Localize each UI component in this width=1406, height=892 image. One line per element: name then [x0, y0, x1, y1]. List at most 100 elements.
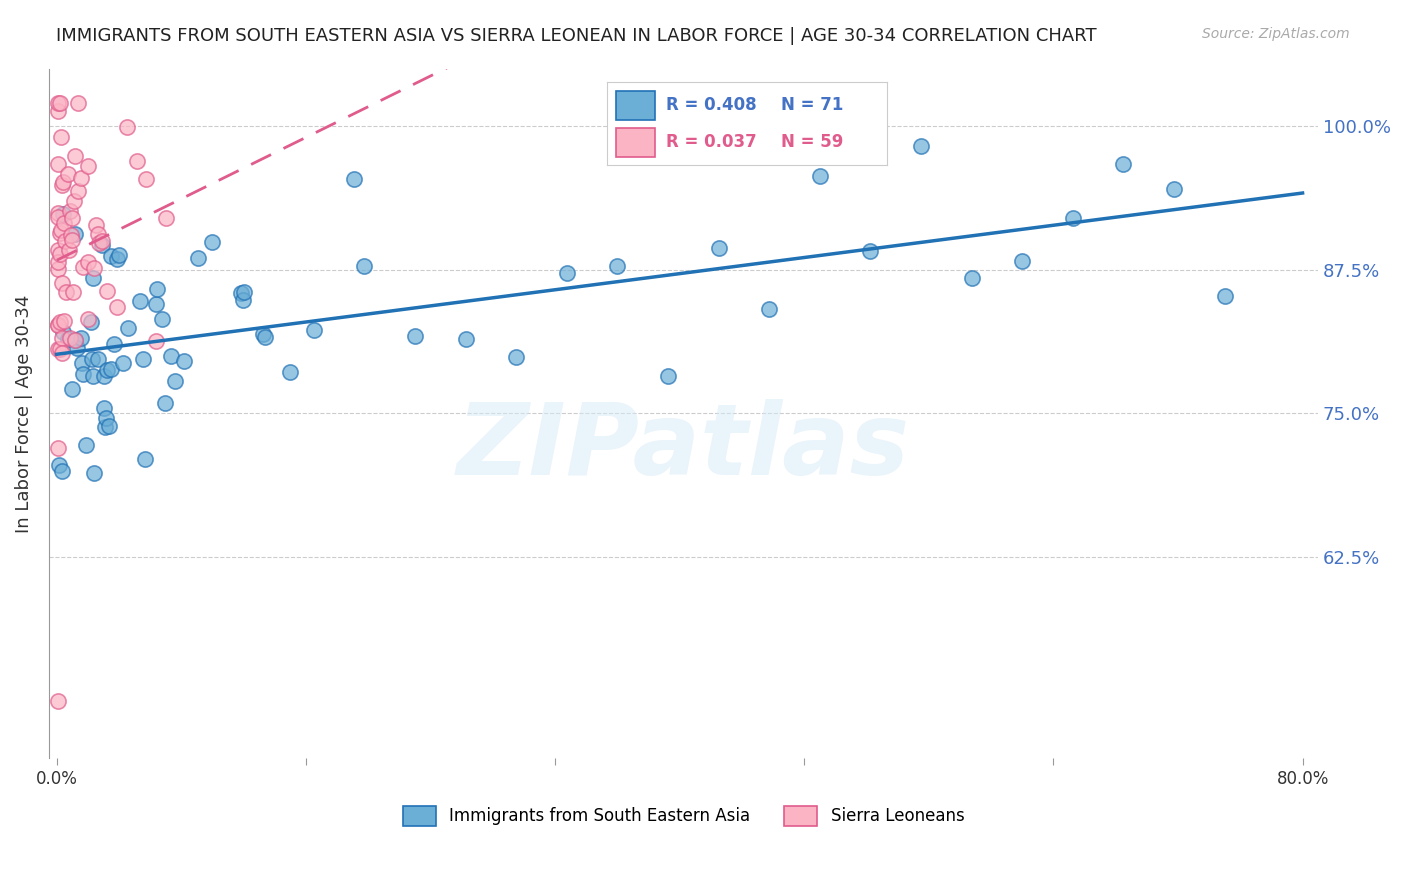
Sierra Leoneans: [60, 211, 83, 226]
Immigrants from South Eastern Asia: [232, 293, 254, 308]
Immigrants from South Eastern Asia: [163, 374, 186, 388]
Sierra Leoneans: [53, 234, 76, 248]
Sierra Leoneans: [77, 255, 100, 269]
Sierra Leoneans: [51, 178, 73, 192]
Immigrants from South Eastern Asia: [353, 259, 375, 273]
Immigrants from South Eastern Asia: [93, 420, 115, 434]
Immigrants from South Eastern Asia: [201, 235, 224, 249]
Sierra Leoneans: [59, 228, 82, 243]
Sierra Leoneans: [58, 243, 80, 257]
Immigrants from South Eastern Asia: [65, 333, 87, 347]
Immigrants from South Eastern Asia: [505, 351, 527, 365]
Immigrants from South Eastern Asia: [72, 367, 94, 381]
Immigrants from South Eastern Asia: [70, 331, 93, 345]
Immigrants from South Eastern Asia: [134, 452, 156, 467]
Immigrants from South Eastern Asia: [1213, 289, 1236, 303]
Immigrants from South Eastern Asia: [302, 323, 325, 337]
Sierra Leoneans: [59, 203, 82, 218]
Immigrants from South Eastern Asia: [103, 336, 125, 351]
Sierra Leoneans: [53, 314, 76, 328]
Immigrants from South Eastern Asia: [187, 252, 209, 266]
Immigrants from South Eastern Asia: [93, 401, 115, 415]
Immigrants from South Eastern Asia: [859, 244, 882, 258]
Immigrants from South Eastern Asia: [1112, 157, 1135, 171]
Immigrants from South Eastern Asia: [707, 241, 730, 255]
Immigrants from South Eastern Asia: [278, 365, 301, 379]
Immigrants from South Eastern Asia: [94, 410, 117, 425]
Sierra Leoneans: [46, 694, 69, 708]
Sierra Leoneans: [46, 261, 69, 276]
Immigrants from South Eastern Asia: [657, 368, 679, 383]
Immigrants from South Eastern Asia: [48, 458, 70, 472]
Immigrants from South Eastern Asia: [232, 285, 254, 300]
Immigrants from South Eastern Asia: [63, 227, 86, 242]
Immigrants from South Eastern Asia: [1163, 182, 1185, 196]
Immigrants from South Eastern Asia: [100, 361, 122, 376]
Immigrants from South Eastern Asia: [100, 249, 122, 263]
Immigrants from South Eastern Asia: [252, 326, 274, 341]
Immigrants from South Eastern Asia: [98, 418, 121, 433]
Immigrants from South Eastern Asia: [1011, 253, 1033, 268]
Sierra Leoneans: [46, 210, 69, 224]
Immigrants from South Eastern Asia: [132, 352, 155, 367]
Immigrants from South Eastern Asia: [111, 356, 134, 370]
Immigrants from South Eastern Asia: [93, 369, 115, 384]
Text: ZIPatlas: ZIPatlas: [457, 400, 910, 497]
Immigrants from South Eastern Asia: [1062, 211, 1084, 225]
Sierra Leoneans: [67, 184, 90, 198]
Immigrants from South Eastern Asia: [960, 270, 983, 285]
Sierra Leoneans: [58, 331, 80, 345]
Immigrants from South Eastern Asia: [150, 311, 173, 326]
Text: Source: ZipAtlas.com: Source: ZipAtlas.com: [1202, 27, 1350, 41]
Sierra Leoneans: [49, 226, 72, 240]
Immigrants from South Eastern Asia: [107, 248, 129, 262]
Immigrants from South Eastern Asia: [79, 314, 101, 328]
Sierra Leoneans: [66, 95, 89, 110]
Sierra Leoneans: [51, 276, 73, 290]
Sierra Leoneans: [51, 345, 73, 359]
Immigrants from South Eastern Asia: [82, 270, 104, 285]
Sierra Leoneans: [51, 129, 73, 144]
Sierra Leoneans: [49, 247, 72, 261]
Sierra Leoneans: [84, 218, 107, 232]
Immigrants from South Eastern Asia: [82, 352, 104, 367]
Sierra Leoneans: [46, 318, 69, 333]
Sierra Leoneans: [83, 260, 105, 275]
Sierra Leoneans: [135, 171, 157, 186]
Sierra Leoneans: [65, 334, 87, 348]
Sierra Leoneans: [55, 285, 77, 299]
Sierra Leoneans: [46, 343, 69, 357]
Sierra Leoneans: [72, 260, 94, 275]
Sierra Leoneans: [62, 285, 84, 300]
Legend: Immigrants from South Eastern Asia, Sierra Leoneans: Immigrants from South Eastern Asia, Sier…: [396, 799, 972, 833]
Immigrants from South Eastern Asia: [343, 172, 366, 186]
Sierra Leoneans: [87, 235, 110, 250]
Immigrants from South Eastern Asia: [52, 207, 75, 221]
Immigrants from South Eastern Asia: [105, 252, 128, 267]
Sierra Leoneans: [58, 167, 80, 181]
Immigrants from South Eastern Asia: [87, 351, 110, 366]
Y-axis label: In Labor Force | Age 30-34: In Labor Force | Age 30-34: [15, 294, 32, 533]
Immigrants from South Eastern Asia: [454, 332, 477, 346]
Sierra Leoneans: [49, 222, 72, 236]
Sierra Leoneans: [105, 300, 128, 314]
Immigrants from South Eastern Asia: [254, 330, 277, 344]
Immigrants from South Eastern Asia: [90, 237, 112, 252]
Sierra Leoneans: [46, 205, 69, 219]
Sierra Leoneans: [145, 334, 167, 349]
Sierra Leoneans: [46, 104, 69, 119]
Immigrants from South Eastern Asia: [82, 369, 104, 384]
Sierra Leoneans: [46, 255, 69, 269]
Immigrants from South Eastern Asia: [70, 356, 93, 370]
Immigrants from South Eastern Asia: [758, 301, 780, 316]
Immigrants from South Eastern Asia: [555, 266, 578, 280]
Sierra Leoneans: [115, 120, 138, 134]
Immigrants from South Eastern Asia: [159, 349, 181, 363]
Immigrants from South Eastern Asia: [173, 354, 195, 368]
Sierra Leoneans: [63, 194, 86, 209]
Immigrants from South Eastern Asia: [153, 396, 176, 410]
Sierra Leoneans: [65, 149, 87, 163]
Sierra Leoneans: [49, 315, 72, 329]
Sierra Leoneans: [125, 154, 148, 169]
Immigrants from South Eastern Asia: [117, 321, 139, 335]
